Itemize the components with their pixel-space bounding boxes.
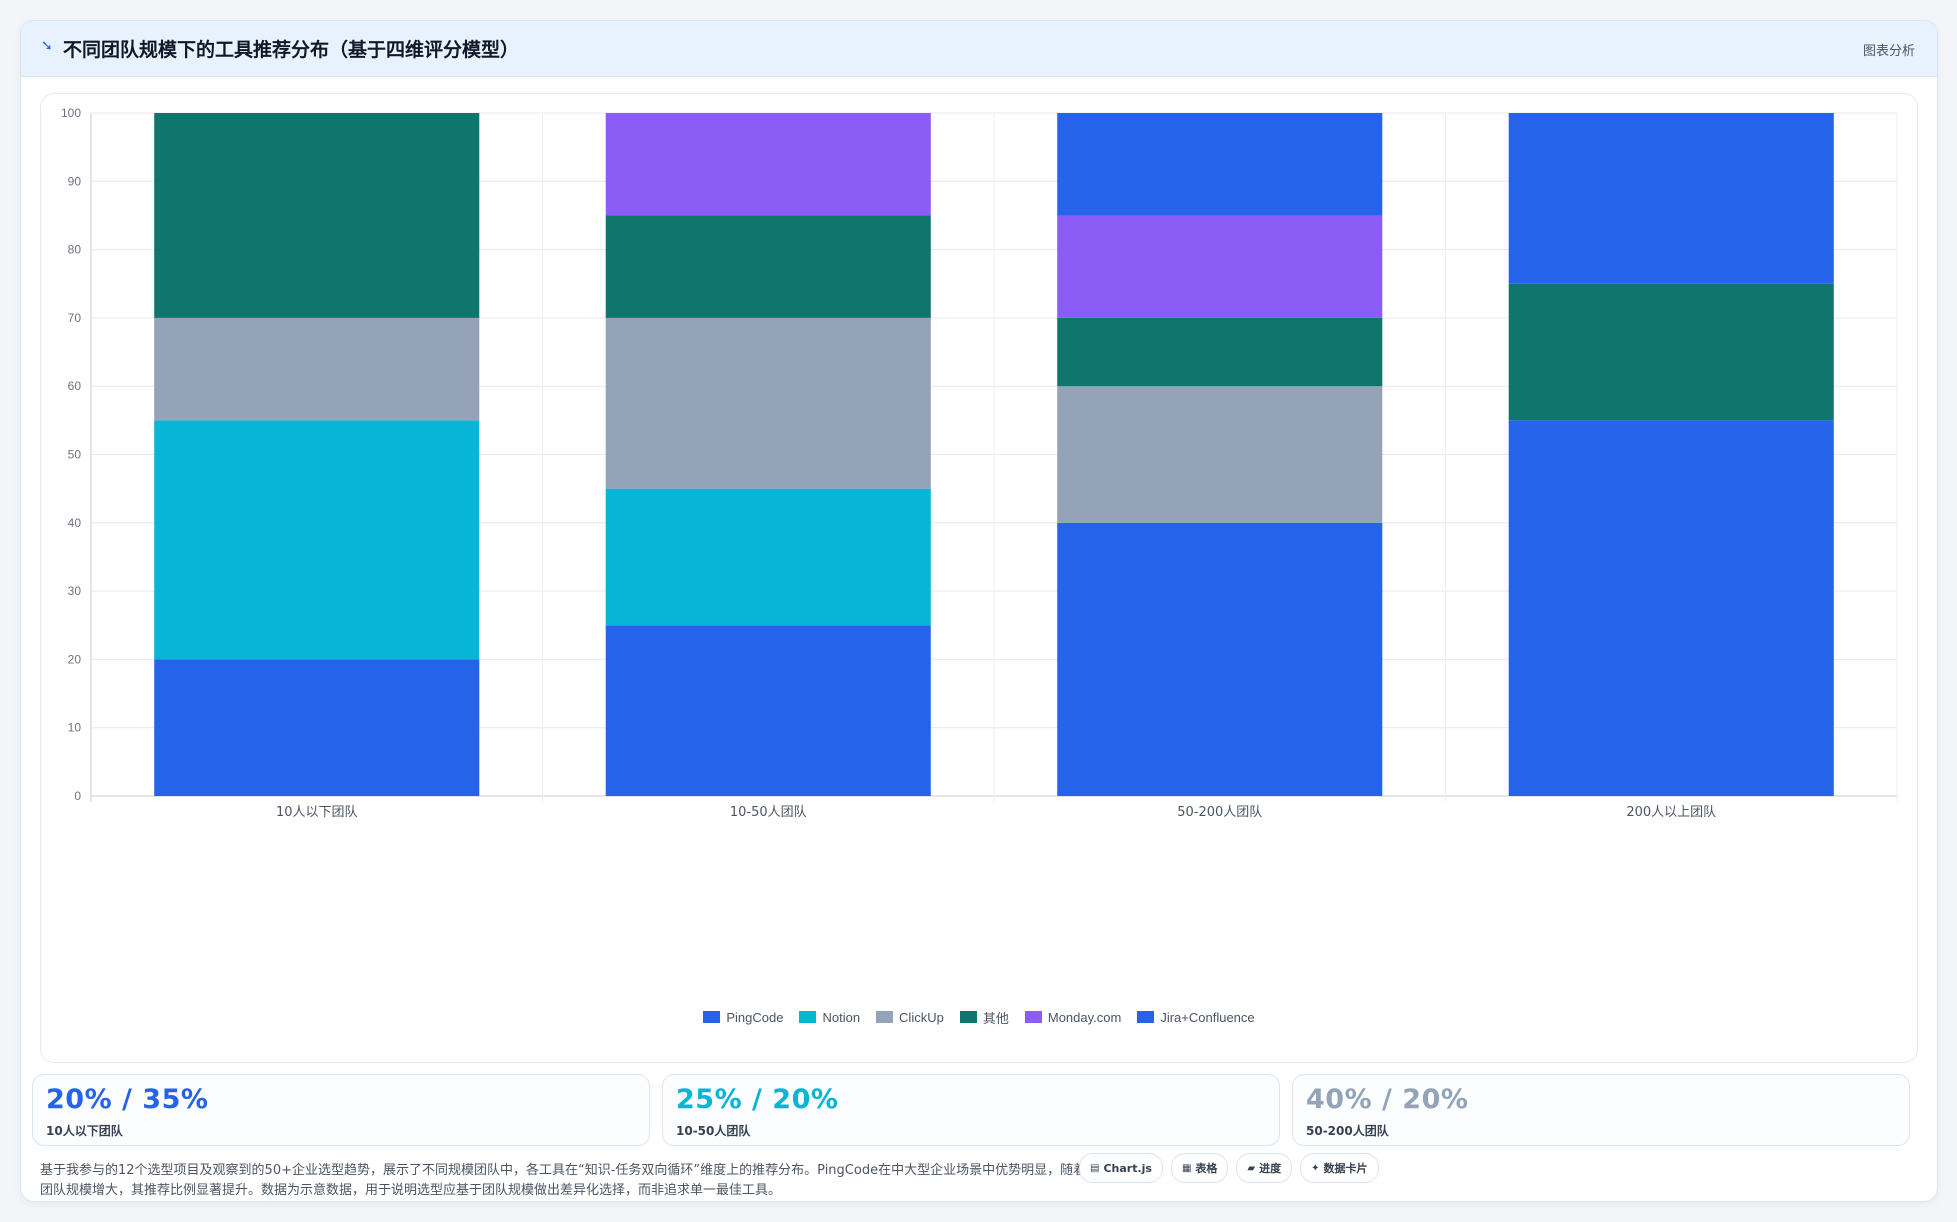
card-header: ➘ 不同团队规模下的工具推荐分布（基于四维评分模型） 图表分析 [21, 21, 1937, 77]
legend-item[interactable]: Monday.com [1024, 1009, 1122, 1025]
tag-data-card[interactable]: ✦ 数据卡片 [1300, 1153, 1379, 1183]
tag-table[interactable]: ▦ 表格 [1170, 1153, 1229, 1183]
stat-value: 25% / 20% [676, 1084, 839, 1115]
bar-segment [154, 317, 480, 421]
stat-value: 40% / 20% [1306, 1084, 1469, 1115]
bar-segment [605, 488, 931, 626]
stat-label: 50-200人团队 [1306, 1124, 1389, 1138]
bar-segment [1057, 386, 1383, 523]
bar-segment [605, 113, 931, 216]
legend-swatch [959, 1011, 977, 1023]
table-icon: ▦ [1181, 1162, 1192, 1174]
stat-card-large-team: 40% / 20% 50-200人团队 [1292, 1074, 1910, 1146]
y-tick-label: 80 [68, 243, 82, 257]
progress-icon: ▰ [1247, 1162, 1256, 1174]
y-tick-label: 70 [68, 311, 82, 325]
y-tick-label: 90 [68, 174, 82, 188]
legend-item[interactable]: Notion [799, 1010, 860, 1025]
stat-value: 20% / 35% [46, 1084, 209, 1115]
tag-label: Chart.js [1103, 1161, 1152, 1175]
bar-segment [1508, 283, 1834, 421]
chart-title: 不同团队规模下的工具推荐分布（基于四维评分模型） [63, 39, 520, 61]
tag-label: 表格 [1195, 1162, 1218, 1175]
legend-label: PingCode [726, 1009, 784, 1025]
bar-segment [1508, 113, 1834, 284]
y-tick-label: 30 [68, 584, 82, 598]
tag-label: 进度 [1259, 1162, 1282, 1175]
legend-swatch [1137, 1011, 1155, 1023]
stat-card-mid-team: 25% / 20% 10-50人团队 [662, 1074, 1280, 1146]
bar-segment [605, 317, 931, 489]
chart-description: 基于我参与的12个选型项目及观察到的50+企业选型趋势，展示了不同规模团队中，各… [40, 1163, 1087, 1198]
legend-label: ClickUp [899, 1009, 944, 1025]
bar-segment [1057, 215, 1383, 318]
legend-item[interactable]: Jira+Confluence [1137, 1009, 1255, 1025]
bar-segment [1057, 522, 1383, 796]
chart-legend: PingCode Notion ClickUp 其他 Monday.com Jira+Co… [41, 1007, 1917, 1027]
bar-segment [605, 625, 931, 796]
bar-segment [154, 659, 480, 796]
bar-segment [1508, 420, 1834, 796]
bar-segment [154, 113, 480, 318]
y-tick-label: 50 [68, 448, 82, 462]
x-tick-label: 10-50人团队 [730, 805, 807, 820]
tag-label: 数据卡片 [1323, 1162, 1368, 1175]
tag-list: ▤ Chart.js ▦ 表格 ▰ 进度 ✦ 数据卡片 [1079, 1153, 1379, 1183]
chart-icon: ▤ [1090, 1162, 1100, 1174]
legend-label: Monday.com [1047, 1009, 1122, 1025]
y-tick-label: 100 [61, 106, 81, 120]
y-tick-label: 60 [68, 379, 82, 393]
tag-chartjs[interactable]: ▤ Chart.js [1079, 1153, 1163, 1183]
chart-card: ➘ 不同团队规模下的工具推荐分布（基于四维评分模型） 图表分析 0 10 20 30 4… [20, 20, 1938, 1202]
bar-segment [1057, 113, 1383, 216]
legend-label: 其他 [982, 1010, 1009, 1026]
legend-label: Jira+Confluence [1160, 1009, 1255, 1025]
y-tick-label: 10 [68, 721, 82, 735]
legend-swatch [876, 1011, 894, 1023]
bar-segment [1057, 317, 1383, 387]
stat-label: 10人以下团队 [46, 1124, 123, 1138]
y-tick-label: 0 [74, 789, 81, 803]
stat-card-small-team: 20% / 35% 10人以下团队 [32, 1074, 650, 1146]
stat-label: 10-50人团队 [676, 1124, 751, 1138]
legend-label: Notion [822, 1009, 861, 1025]
chart-analysis-link[interactable]: 图表分析 [1862, 44, 1915, 59]
stacked-bar-chart: 0 10 20 30 40 50 60 70 80 90 100 10人以下团队 10-50人团队 50-… [61, 106, 1898, 820]
legend-swatch [799, 1011, 817, 1023]
legend-item[interactable]: ClickUp [876, 1010, 944, 1025]
legend-swatch [1024, 1011, 1042, 1023]
y-tick-label: 20 [68, 652, 82, 666]
legend-swatch [703, 1011, 721, 1023]
legend-item[interactable]: PingCode [703, 1010, 783, 1025]
x-tick-label: 10人以下团队 [276, 805, 358, 820]
trend-icon: ➘ [41, 38, 53, 54]
x-tick-label: 50-200人团队 [1177, 805, 1262, 820]
x-tick-label: 200人以上团队 [1626, 805, 1716, 820]
tag-progress[interactable]: ▰ 进度 [1236, 1153, 1293, 1183]
y-tick-label: 40 [68, 516, 82, 530]
sparkle-icon: ✦ [1311, 1162, 1320, 1174]
chart-panel: 0 10 20 30 40 50 60 70 80 90 100 10人以下团队 10-50人团队 50-… [40, 93, 1918, 1063]
bar-segment [154, 420, 480, 660]
bar-segment [605, 215, 931, 318]
legend-item[interactable]: 其他 [959, 1008, 1009, 1027]
